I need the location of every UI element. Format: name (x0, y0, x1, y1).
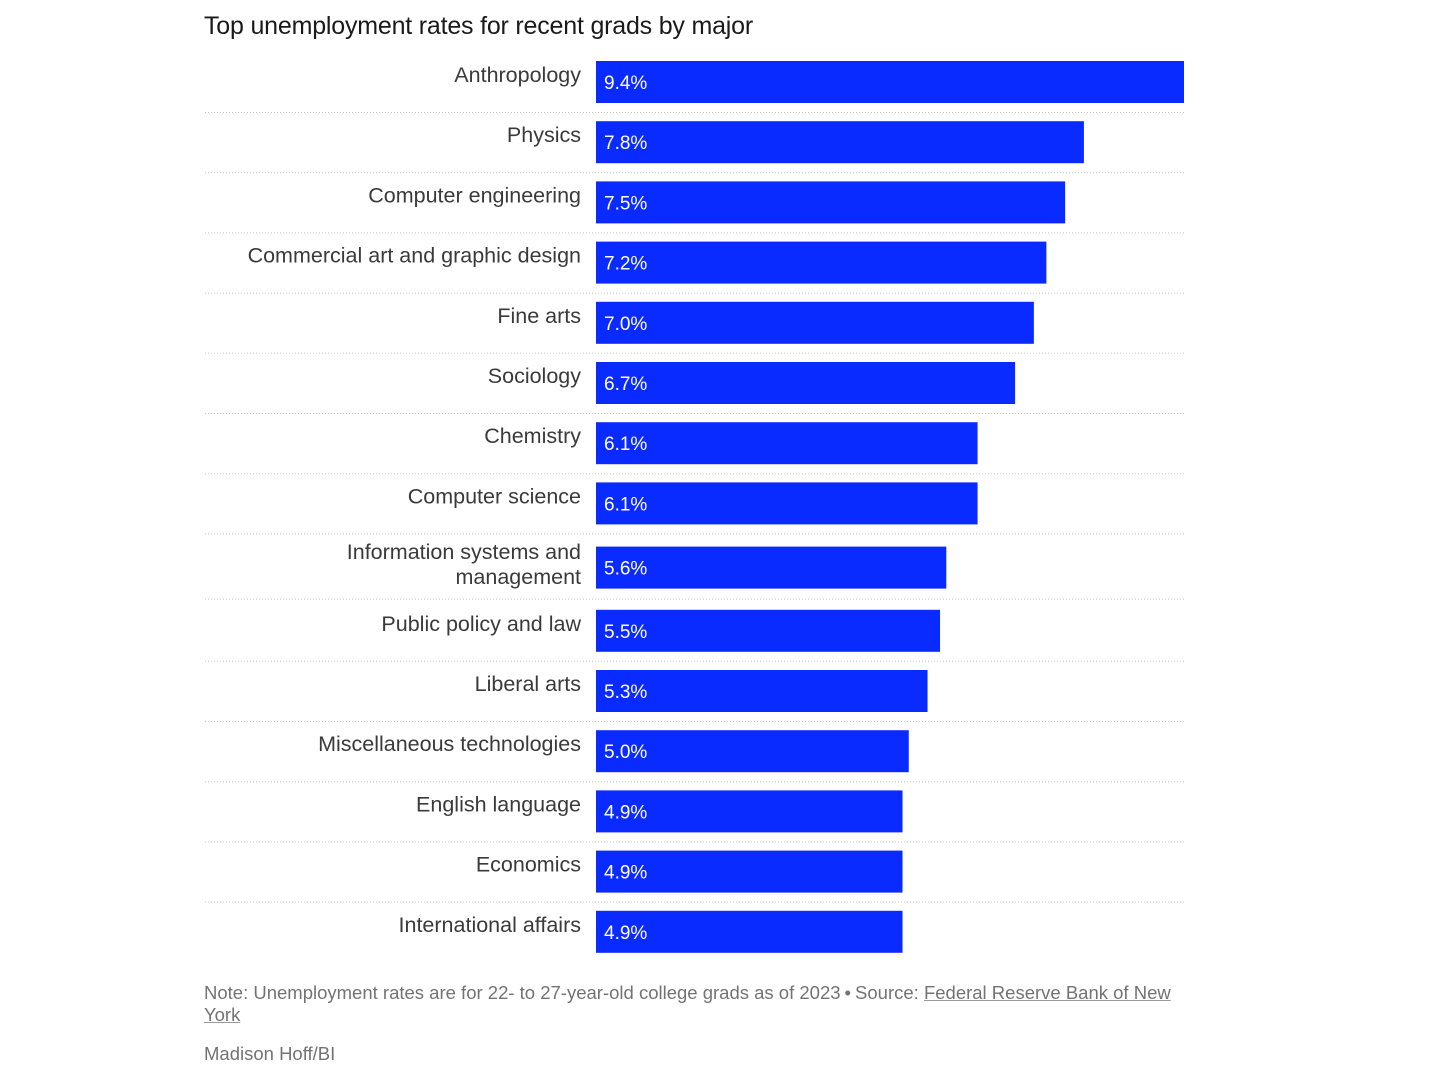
value-label: 7.0% (604, 314, 647, 335)
value-label: 7.8% (604, 133, 647, 154)
chart-title: Top unemployment rates for recent grads … (204, 12, 753, 40)
bar-sociology (596, 362, 1016, 404)
category-label: English language (416, 792, 581, 816)
value-label: 5.3% (604, 682, 647, 703)
source-prefix: Source: (855, 982, 919, 1003)
category-label: Miscellaneous technologies (318, 732, 581, 756)
category-label: Commercial art and graphic design (248, 244, 581, 268)
value-label: 4.9% (604, 863, 647, 884)
bar-chart: 9.4% Anthropology 7.8% Physics 7.5% Computer … (205, 61, 1184, 953)
bar-commercial-art-and-graphic-design (596, 241, 1047, 284)
note-text: Note: Unemployment rates are for 22- to … (204, 982, 841, 1003)
value-label: 6.1% (604, 434, 647, 455)
value-label: 6.7% (604, 374, 647, 395)
value-label: 5.6% (604, 559, 647, 580)
bar-english-language (596, 790, 903, 833)
bar-fine-arts (596, 301, 1034, 344)
bar-information-systems-and-management (596, 546, 947, 589)
category-label: Chemistry (484, 424, 581, 448)
value-label: 5.0% (604, 742, 647, 763)
bar-liberal-arts (596, 670, 928, 712)
credit-text: Madison Hoff/BI (204, 1043, 336, 1064)
value-label: 7.2% (604, 254, 647, 275)
category-label: Sociology (488, 364, 581, 388)
category-label: Computer engineering (368, 183, 581, 207)
value-label: 4.9% (604, 802, 647, 823)
bar-miscellaneous-technologies (596, 730, 909, 773)
category-label-line: Information systems and (347, 540, 581, 564)
value-label: 9.4% (604, 73, 647, 94)
bar-anthropology (596, 61, 1184, 103)
bar-economics (596, 850, 903, 893)
category-label-line: management (456, 565, 582, 589)
category-label: International affairs (399, 913, 581, 937)
value-label: 5.5% (604, 622, 647, 643)
category-label: Anthropology (454, 63, 581, 87)
footer-note: Note: Unemployment rates are for 22- to … (204, 982, 1184, 1026)
source-link[interactable]: Federal Reserve Bank of New York (204, 982, 1171, 1025)
category-label: Liberal arts (475, 672, 581, 696)
category-label: Information systems and management (347, 540, 581, 589)
bar-computer-engineering (596, 181, 1066, 224)
category-label: Public policy and law (381, 612, 581, 636)
value-label: 7.5% (604, 193, 647, 214)
value-label: 6.1% (604, 494, 647, 515)
category-label: Fine arts (497, 304, 581, 328)
separator: • (844, 982, 852, 1003)
value-label: 4.9% (604, 923, 647, 944)
bar-physics (596, 121, 1084, 164)
bar-computer-science (596, 482, 978, 525)
bar-chemistry (596, 422, 978, 465)
category-label: Economics (476, 853, 581, 877)
bar-public-policy-and-law (596, 609, 941, 652)
bar-international-affairs (596, 910, 903, 953)
category-label: Physics (507, 123, 581, 147)
category-label: Computer science (408, 484, 581, 508)
